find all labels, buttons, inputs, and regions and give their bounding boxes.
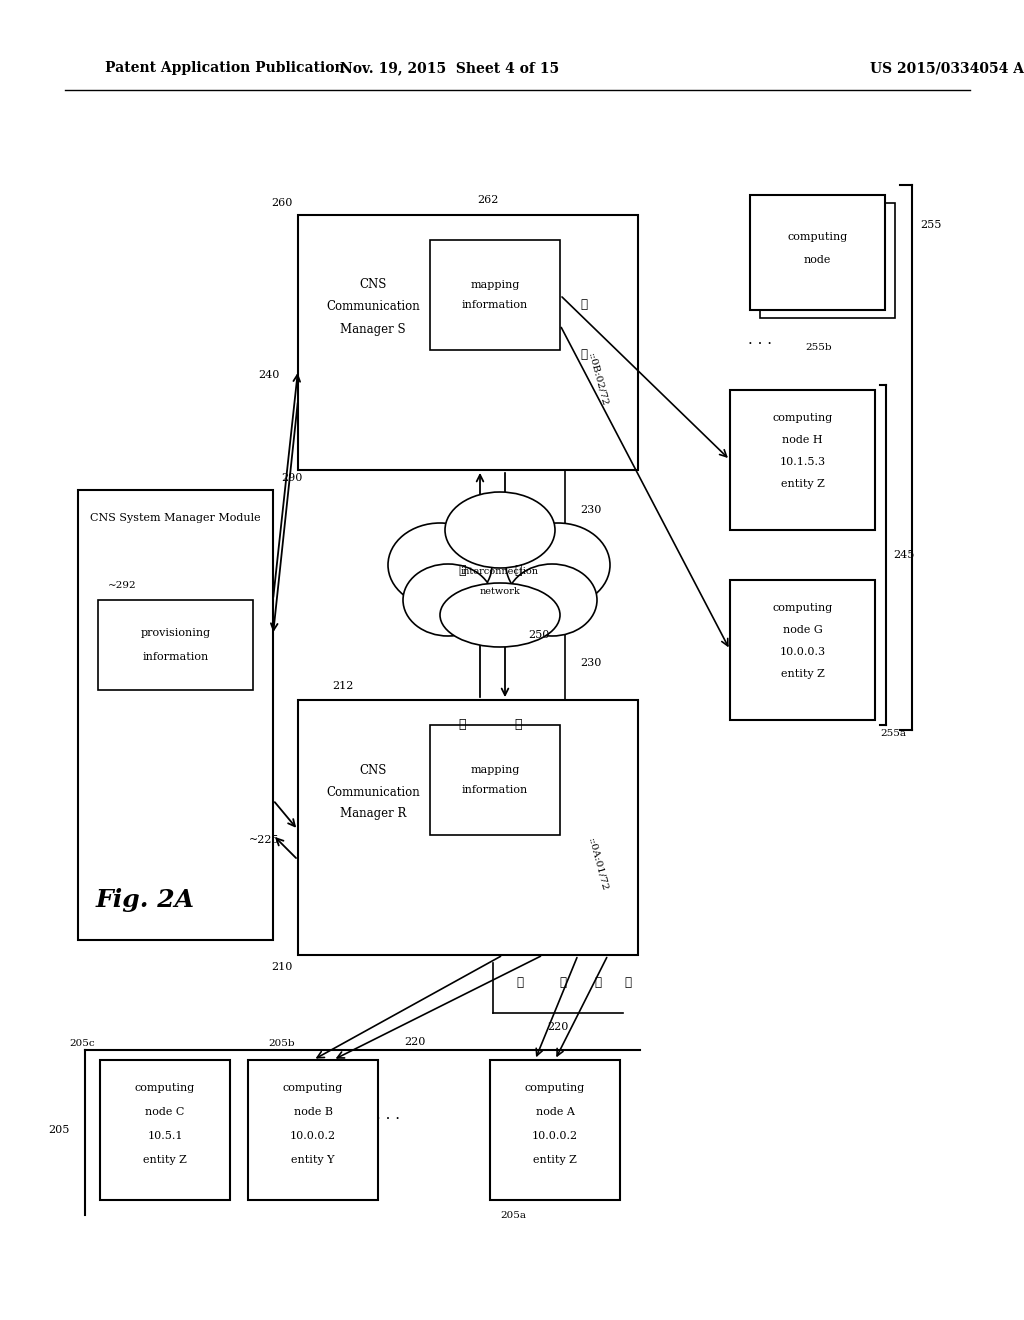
Text: 230: 230 xyxy=(580,657,601,668)
Text: Communication: Communication xyxy=(326,785,420,799)
Text: 260: 260 xyxy=(271,198,293,209)
Text: network: network xyxy=(479,587,520,597)
Bar xyxy=(760,203,895,318)
Text: computing: computing xyxy=(772,413,833,422)
Text: node: node xyxy=(804,255,831,265)
Text: Ⓐ: Ⓐ xyxy=(625,977,632,990)
Ellipse shape xyxy=(420,515,580,645)
Text: 10.0.0.3: 10.0.0.3 xyxy=(779,647,825,657)
Text: entity Z: entity Z xyxy=(780,479,824,488)
Text: 255: 255 xyxy=(920,220,941,230)
Text: node A: node A xyxy=(536,1107,574,1117)
Text: Manager R: Manager R xyxy=(340,808,407,821)
Ellipse shape xyxy=(388,523,492,607)
Text: ④: ④ xyxy=(459,564,466,577)
Text: 262: 262 xyxy=(477,195,499,205)
Text: node G: node G xyxy=(782,624,822,635)
Text: 290: 290 xyxy=(281,473,302,483)
Text: computing: computing xyxy=(787,232,848,242)
Text: Fig. 2A: Fig. 2A xyxy=(95,888,195,912)
Bar xyxy=(730,389,874,531)
Text: information: information xyxy=(462,785,528,795)
Text: ⑥: ⑥ xyxy=(514,564,522,577)
Ellipse shape xyxy=(440,583,560,647)
Text: provisioning: provisioning xyxy=(140,628,211,638)
Text: 220: 220 xyxy=(547,1022,568,1032)
Text: 10.1.5.3: 10.1.5.3 xyxy=(779,457,825,467)
Text: 240: 240 xyxy=(259,370,280,380)
Text: Ⓔ: Ⓔ xyxy=(580,348,587,362)
Text: 255a: 255a xyxy=(880,730,906,738)
Text: node H: node H xyxy=(782,436,823,445)
Bar xyxy=(750,195,885,310)
Text: mapping: mapping xyxy=(470,766,520,775)
Text: information: information xyxy=(462,300,528,310)
Text: 210: 210 xyxy=(271,962,293,972)
Text: CNS: CNS xyxy=(359,279,387,292)
Text: information: information xyxy=(142,652,209,663)
Ellipse shape xyxy=(506,523,610,607)
Text: 250: 250 xyxy=(528,630,549,640)
Bar xyxy=(730,579,874,719)
Text: Nov. 19, 2015  Sheet 4 of 15: Nov. 19, 2015 Sheet 4 of 15 xyxy=(340,61,559,75)
Bar xyxy=(248,1060,378,1200)
Bar xyxy=(430,240,560,350)
Text: 220: 220 xyxy=(404,1038,426,1047)
Text: US 2015/0334054 A1: US 2015/0334054 A1 xyxy=(870,61,1024,75)
Text: CNS System Manager Module: CNS System Manager Module xyxy=(90,513,261,523)
Bar xyxy=(78,490,273,940)
Text: 255b: 255b xyxy=(805,343,831,352)
Text: node C: node C xyxy=(145,1107,184,1117)
Bar xyxy=(298,700,638,954)
Text: entity Z: entity Z xyxy=(780,669,824,678)
Text: Ⓑ: Ⓑ xyxy=(595,977,601,990)
Text: computing: computing xyxy=(283,1082,343,1093)
Text: Patent Application Publication: Patent Application Publication xyxy=(105,61,345,75)
Text: Manager S: Manager S xyxy=(340,322,406,335)
Text: 212: 212 xyxy=(333,681,353,690)
Text: 205: 205 xyxy=(48,1125,70,1135)
Text: computing: computing xyxy=(525,1082,585,1093)
Text: node B: node B xyxy=(294,1107,333,1117)
Text: . . .: . . . xyxy=(376,1107,400,1122)
Bar xyxy=(430,725,560,836)
Bar xyxy=(100,1060,230,1200)
Text: entity Z: entity Z xyxy=(143,1155,186,1166)
Bar xyxy=(298,215,638,470)
Bar xyxy=(490,1060,620,1200)
Text: ~225: ~225 xyxy=(250,836,280,845)
Text: computing: computing xyxy=(135,1082,196,1093)
Text: Ⓓ: Ⓓ xyxy=(516,977,523,990)
Text: 10.0.0.2: 10.0.0.2 xyxy=(290,1131,336,1140)
Bar xyxy=(98,601,253,690)
Text: mapping: mapping xyxy=(470,280,520,290)
Text: ④: ④ xyxy=(459,718,466,731)
Ellipse shape xyxy=(507,564,597,636)
Text: Ⓕ: Ⓕ xyxy=(580,298,587,312)
Text: computing: computing xyxy=(772,603,833,612)
Text: ::0A:01/72: ::0A:01/72 xyxy=(587,837,609,892)
Text: entity Z: entity Z xyxy=(534,1155,577,1166)
Ellipse shape xyxy=(403,564,493,636)
Text: 230: 230 xyxy=(580,506,601,515)
Text: Communication: Communication xyxy=(326,301,420,314)
Text: . . .: . . . xyxy=(748,333,772,347)
Text: ::0B:02/72: ::0B:02/72 xyxy=(587,352,609,408)
Text: Ⓒ: Ⓒ xyxy=(559,977,566,990)
Text: 245: 245 xyxy=(893,550,914,560)
Text: 205a: 205a xyxy=(500,1212,526,1221)
Text: ~292: ~292 xyxy=(108,582,136,590)
Text: 10.5.1: 10.5.1 xyxy=(147,1131,182,1140)
Text: ⑥: ⑥ xyxy=(514,718,522,731)
Text: interconnection: interconnection xyxy=(461,568,539,577)
Text: 10.0.0.2: 10.0.0.2 xyxy=(531,1131,579,1140)
Text: entity Y: entity Y xyxy=(291,1155,335,1166)
Text: CNS: CNS xyxy=(359,763,387,776)
Ellipse shape xyxy=(445,492,555,568)
Text: 205c: 205c xyxy=(70,1040,95,1048)
Text: 205b: 205b xyxy=(268,1040,295,1048)
